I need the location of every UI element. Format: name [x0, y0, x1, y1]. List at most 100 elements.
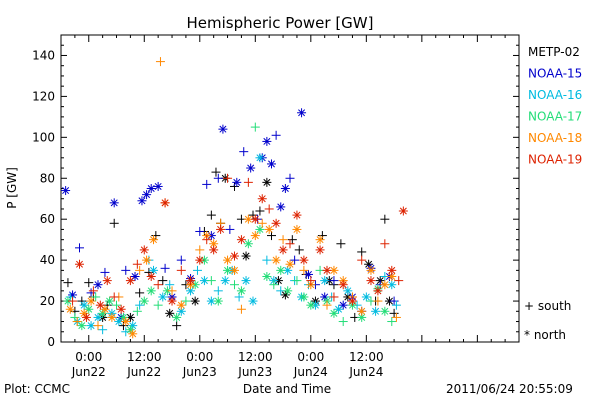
north-point	[329, 265, 339, 275]
south-point	[229, 181, 239, 191]
south-point	[329, 276, 339, 286]
plot-area-frame	[60, 34, 520, 343]
south-point	[213, 173, 223, 183]
south-point	[290, 255, 300, 265]
north-point	[299, 292, 309, 302]
south-point	[338, 317, 348, 327]
south-point	[75, 243, 85, 253]
x-tick-date-label: Jun23	[182, 365, 217, 379]
north-point	[315, 235, 325, 245]
north-point	[264, 224, 274, 234]
x-tick-date-label: Jun24	[348, 365, 383, 379]
south-point	[202, 179, 212, 189]
y-tick-label: 100	[32, 130, 55, 144]
north-point	[246, 163, 256, 173]
data-points	[61, 57, 408, 339]
north-point	[329, 308, 339, 318]
north-point	[167, 296, 177, 306]
north-point	[61, 186, 71, 196]
south-point	[336, 239, 346, 249]
south-point	[72, 317, 82, 327]
north-point	[387, 265, 397, 275]
south-point	[373, 296, 383, 306]
north-point	[285, 259, 295, 269]
y-tick-label: 60	[40, 212, 55, 226]
north-point	[153, 181, 163, 191]
south-point	[266, 231, 276, 241]
north-point	[366, 276, 376, 286]
south-point	[153, 280, 163, 290]
x-tick-time-label: 12:00	[238, 350, 273, 364]
north-point	[357, 306, 367, 316]
north-point	[75, 259, 85, 269]
north-point	[262, 177, 272, 187]
plot-credit: Plot: CCMC	[4, 382, 70, 396]
north-point	[299, 255, 309, 265]
north-point	[125, 276, 135, 286]
north-point	[95, 300, 105, 310]
legend-entry: NOAA-15	[528, 67, 582, 81]
north-point	[241, 276, 251, 286]
north-point	[257, 194, 267, 204]
x-tick-time-label: 12:00	[349, 350, 384, 364]
legend: METP-02 NOAA-15 NOAA-16 NOAA-17 NOAA-18 NOAA-…	[528, 45, 582, 167]
north-point	[160, 198, 170, 208]
south-point	[264, 204, 274, 214]
north-point	[322, 265, 332, 275]
south-point	[269, 280, 279, 290]
north-point	[146, 184, 156, 193]
south-point	[172, 321, 182, 331]
south-point	[135, 300, 145, 310]
north-point	[137, 196, 147, 206]
y-axis-ticks: 0 20 40 60 80 100 120 140	[32, 34, 519, 349]
south-point	[100, 267, 110, 277]
marker-key: + south * north	[524, 299, 571, 342]
legend-entry: NOAA-19	[528, 153, 582, 167]
north-point	[276, 202, 286, 212]
y-tick-label: 120	[32, 89, 55, 103]
south-point	[229, 280, 239, 290]
south-point	[77, 296, 87, 306]
north-point	[128, 329, 138, 339]
south-point	[257, 218, 267, 228]
south-point	[206, 210, 216, 220]
north-point	[186, 276, 196, 286]
north-point	[142, 255, 152, 265]
north-point	[366, 265, 376, 275]
north-point	[176, 300, 186, 310]
south-point	[181, 296, 191, 306]
x-tick-time-label: 0:00	[297, 350, 324, 364]
south-point	[236, 304, 246, 314]
north-point	[304, 269, 314, 279]
north-point	[232, 177, 242, 187]
south-point	[135, 265, 145, 275]
north-point	[278, 245, 288, 255]
south-point	[86, 288, 96, 298]
north-point	[229, 251, 239, 261]
south-point	[135, 288, 145, 298]
legend-entry: METP-02	[528, 45, 580, 59]
north-point	[158, 292, 168, 302]
north-point	[105, 296, 115, 306]
north-point	[250, 214, 260, 224]
south-point	[271, 130, 281, 140]
north-point	[146, 272, 156, 282]
south-point	[391, 312, 401, 322]
south-point	[155, 57, 165, 67]
south-point	[285, 239, 295, 249]
south-point	[287, 235, 297, 245]
north-point	[142, 190, 152, 200]
north-point	[347, 296, 357, 306]
south-point	[389, 296, 399, 306]
north-point	[338, 280, 348, 290]
marker-key-entry: * north	[524, 328, 566, 342]
north-point	[84, 304, 94, 314]
south-point	[243, 177, 253, 187]
south-point	[206, 276, 216, 286]
north-point	[223, 255, 233, 265]
y-tick-label: 40	[40, 253, 55, 267]
north-point	[116, 304, 126, 314]
marker-key-entry: + south	[524, 299, 571, 313]
south-point	[151, 231, 161, 241]
north-point	[77, 321, 87, 331]
